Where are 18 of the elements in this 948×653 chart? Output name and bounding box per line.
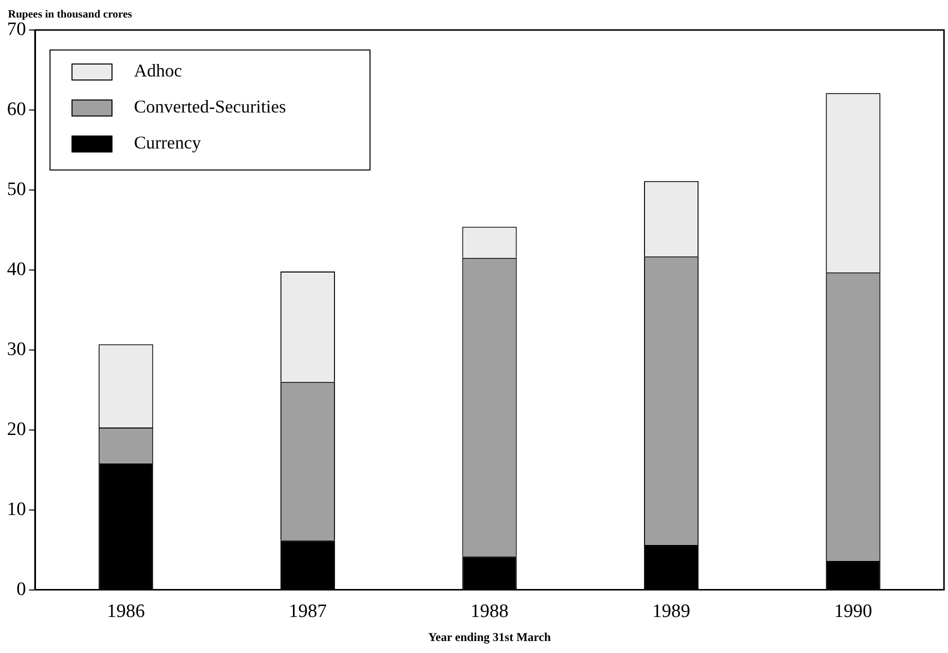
x-tick-label: 1990 [834, 601, 872, 622]
x-tick-label: 1988 [470, 601, 508, 622]
y-tick-label: 70 [7, 18, 26, 40]
y-tick-label: 30 [7, 338, 26, 360]
y-tick-label: 20 [7, 418, 26, 440]
x-axis-title: Year ending 31st March [428, 630, 552, 644]
y-tick-label: 60 [7, 98, 26, 120]
x-tick-label: 1987 [288, 601, 327, 622]
y-tick-label: 0 [16, 578, 26, 600]
y-axis-title: Rupees in thousand crores [8, 8, 133, 20]
y-tick-label: 10 [7, 498, 26, 520]
legend-label: Adhoc [134, 60, 182, 81]
x-tick-label: 1986 [106, 601, 145, 622]
legend-label: Currency [134, 132, 201, 153]
y-tick-label: 50 [7, 178, 26, 200]
x-tick-label: 1989 [652, 601, 690, 622]
y-tick-label: 40 [7, 258, 26, 280]
legend-label: Converted-Securities [134, 96, 286, 117]
